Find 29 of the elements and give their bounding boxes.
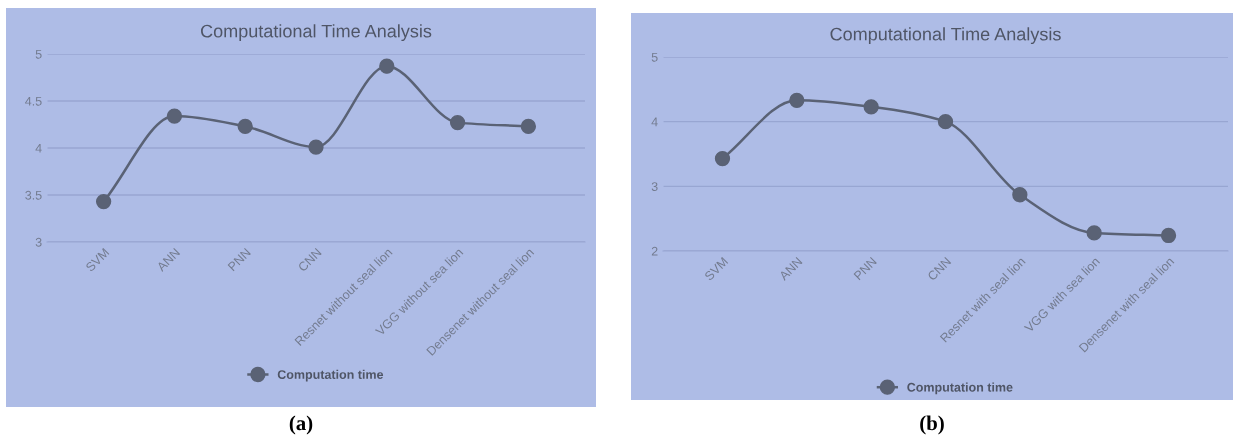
y-tick-label: 3 xyxy=(35,237,42,247)
y-tick-label: 5 xyxy=(35,49,42,59)
chart-title: Computational Time Analysis xyxy=(830,27,1061,45)
y-tick-label: 4 xyxy=(651,117,658,127)
point xyxy=(1160,227,1177,244)
legend-label: Computation time xyxy=(907,382,1013,395)
y-tick-label: 3.5 xyxy=(25,190,42,200)
point xyxy=(714,150,731,167)
chart-title: Computational Time Analysis xyxy=(201,24,432,42)
point xyxy=(379,58,395,74)
point xyxy=(863,99,879,115)
y-tick-label: 4.5 xyxy=(25,96,42,106)
y-tick-label: 3 xyxy=(651,182,658,191)
point xyxy=(449,114,466,131)
legend-label: Computation time xyxy=(277,369,384,382)
point xyxy=(520,118,537,135)
point xyxy=(166,108,183,124)
y-tick-label: 5 xyxy=(651,52,658,62)
point xyxy=(237,118,253,135)
point xyxy=(1012,187,1028,203)
y-tick-label: 2 xyxy=(651,246,658,256)
text: (b) xyxy=(920,415,944,435)
point xyxy=(1086,225,1102,241)
y-tick-label: 4 xyxy=(35,143,42,153)
point xyxy=(789,92,805,108)
point xyxy=(95,193,112,210)
text: (a) xyxy=(289,415,313,435)
point xyxy=(308,139,324,155)
point xyxy=(937,114,954,130)
